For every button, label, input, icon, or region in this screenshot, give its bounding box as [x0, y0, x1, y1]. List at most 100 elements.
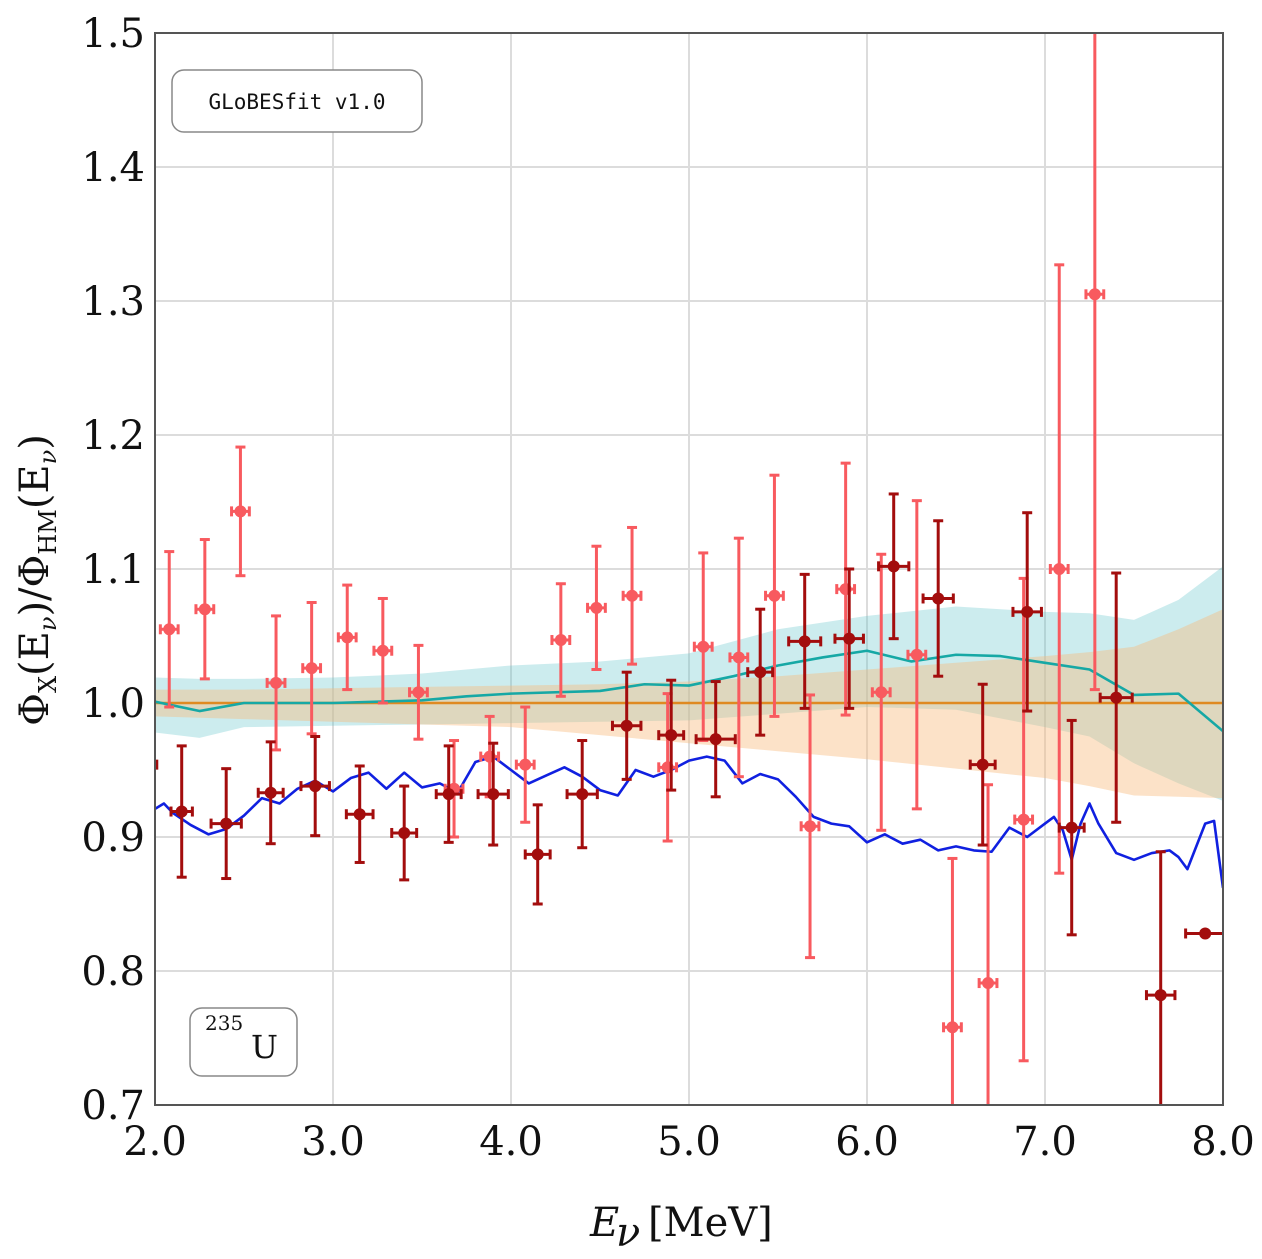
data-point — [158, 550, 180, 709]
data-point — [657, 678, 686, 792]
data-marker — [843, 632, 856, 645]
data-point — [299, 735, 331, 838]
data-marker — [1017, 813, 1030, 826]
data-point — [1144, 850, 1177, 1105]
data-marker — [887, 560, 900, 573]
data-point — [1057, 718, 1086, 937]
data-point — [977, 783, 999, 1105]
y-tick-label: 1.0 — [81, 681, 145, 727]
data-marker — [1053, 563, 1066, 575]
data-point — [169, 744, 194, 879]
data-marker — [875, 686, 888, 699]
data-point — [372, 596, 394, 705]
data-point — [390, 784, 419, 882]
y-label-close2: ) — [12, 434, 58, 450]
data-point — [565, 739, 599, 850]
data-point — [728, 536, 750, 779]
data-marker — [946, 1021, 959, 1034]
data-marker — [626, 589, 639, 602]
data-marker — [412, 686, 425, 699]
data-marker — [665, 729, 678, 742]
data-point — [799, 693, 821, 960]
tick-labels: 2.0 3.0 4.0 5.0 6.0 7.0 8.0 0.7 0.8 0.9 1.0 1.1 1.2 1… — [81, 11, 1254, 1165]
isotope-annotation: 235 U — [189, 1007, 298, 1077]
data-marker — [309, 780, 322, 793]
data-marker — [220, 817, 233, 830]
data-marker — [976, 758, 989, 771]
data-point — [1098, 571, 1134, 824]
data-point — [1011, 511, 1043, 713]
data-marker — [1065, 821, 1078, 834]
data-marker — [398, 826, 411, 839]
data-point — [194, 538, 216, 681]
data-marker — [175, 805, 188, 818]
y-label-sub2: HM — [34, 509, 62, 555]
data-marker — [487, 788, 500, 801]
y-label-nu2: ν — [34, 450, 62, 465]
y-label-sub1: X — [34, 676, 62, 693]
x-axis-label-main: E — [589, 1200, 619, 1246]
data-point — [550, 582, 572, 698]
data-marker — [163, 623, 176, 636]
data-point — [265, 614, 287, 752]
data-point — [1013, 576, 1035, 1063]
data-point — [140, 759, 159, 771]
data-marker — [910, 648, 923, 661]
x-tick-label: 3.0 — [301, 1119, 365, 1165]
y-tick-label: 1.1 — [81, 547, 145, 593]
data-marker — [768, 589, 781, 602]
data-point — [443, 739, 465, 839]
y-label-nu1: ν — [34, 617, 62, 632]
y-tick-label: 0.8 — [81, 949, 145, 995]
data-marker — [519, 758, 532, 771]
data-point — [692, 551, 714, 743]
data-point — [586, 544, 607, 671]
isotope-annotation-box — [189, 1007, 298, 1077]
x-tick-label: 2.0 — [123, 1119, 187, 1165]
data-point — [434, 744, 463, 844]
svg-text:ΦX(Eν)/ΦHM(Eν): ΦX(Eν)/ΦHM(Eν) — [12, 434, 62, 726]
data-marker — [697, 640, 710, 653]
data-point — [787, 572, 823, 710]
x-axis-label: E ν [MeV] — [589, 1200, 773, 1256]
data-marker — [1021, 605, 1034, 618]
x-tick-label: 6.0 — [835, 1119, 899, 1165]
series-line-3 — [155, 755, 1223, 889]
data-point — [209, 767, 243, 881]
data-point — [230, 445, 251, 578]
data-marker — [932, 592, 945, 605]
data-marker — [305, 662, 318, 675]
data-marker — [798, 635, 811, 648]
x-tick-label: 7.0 — [1013, 1119, 1077, 1165]
data-marker — [620, 719, 633, 732]
data-point — [479, 714, 501, 799]
data-point — [408, 643, 429, 741]
y-tick-label: 1.5 — [81, 11, 145, 57]
data-point — [344, 764, 375, 864]
data-point — [336, 583, 358, 692]
y-label-phi1: Φ — [12, 693, 58, 726]
isotope-symbol: U — [251, 1028, 278, 1066]
data-point — [877, 492, 911, 641]
data-point — [476, 741, 510, 847]
y-label-close1: )/Φ — [12, 555, 58, 617]
data-point — [1184, 927, 1223, 940]
data-marker — [754, 666, 767, 679]
data-marker — [341, 631, 354, 644]
x-tick-label: 8.0 — [1191, 1119, 1255, 1165]
x-tick-label: 4.0 — [479, 1119, 543, 1165]
data-point — [833, 567, 865, 710]
data-marker — [264, 786, 277, 799]
data-point — [523, 803, 552, 906]
data-marker — [442, 788, 455, 801]
data-marker — [376, 644, 389, 657]
data-marker — [198, 603, 211, 616]
plot-frame — [154, 32, 1224, 1106]
y-label-mid2: (E — [12, 464, 58, 509]
data-marker — [140, 759, 152, 771]
data-marker — [1088, 288, 1101, 301]
y-tick-label: 0.9 — [81, 815, 145, 861]
data-marker — [353, 808, 366, 821]
data-point — [694, 680, 737, 799]
